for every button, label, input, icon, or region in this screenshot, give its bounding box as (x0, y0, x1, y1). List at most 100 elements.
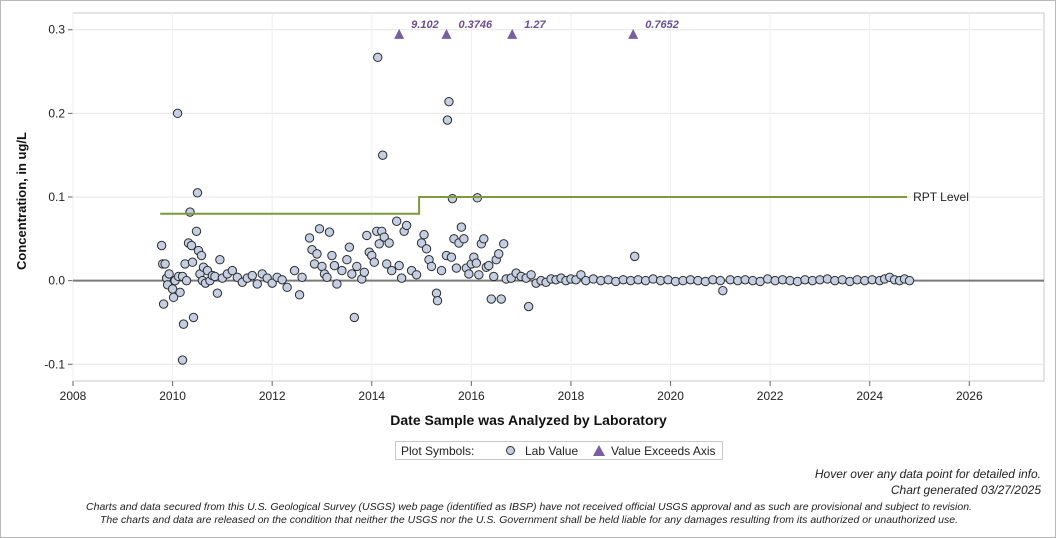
lab-value-point (640, 275, 651, 286)
lab-value-point (181, 275, 192, 286)
x-tick-label: 2010 (159, 389, 186, 403)
exceeds-axis-value-label: 0.3746 (458, 19, 493, 31)
lab-value-point (391, 216, 402, 226)
rpt-level-label: RPT Level (913, 190, 969, 204)
x-tick-label: 2018 (558, 389, 585, 403)
y-tick-label: 0.1 (48, 190, 65, 204)
exceeds-axis-triangle (441, 28, 452, 39)
y-tick-label: 0.0 (48, 274, 65, 288)
lab-value-point (479, 234, 489, 244)
legend-lab-value: Lab Value (525, 444, 579, 458)
lab-value-point (212, 288, 223, 298)
lab-value-point (837, 275, 848, 285)
legend-heading: Plot Symbols: (401, 444, 475, 458)
lab-value-point (172, 108, 183, 119)
exceeds-axis-triangle (394, 28, 405, 39)
lab-value-point (603, 275, 613, 285)
lab-value-point (294, 290, 305, 300)
lab-value-point (523, 301, 534, 312)
lab-value-point (474, 270, 484, 280)
lab-value-point (329, 260, 340, 271)
lab-value-point (499, 239, 509, 249)
lab-value-point (297, 272, 307, 282)
lab-value-point (314, 224, 325, 234)
x-tick-label: 2022 (757, 389, 784, 403)
lab-value-point (180, 259, 190, 269)
y-tick-label: 0.2 (48, 106, 65, 120)
lab-value-point (416, 238, 427, 248)
lab-value-point (185, 207, 195, 217)
lab-value-point (304, 233, 315, 243)
lab-value-point (247, 270, 257, 281)
lab-value-point (344, 242, 355, 252)
lab-value-point (324, 227, 335, 237)
lab-value-point (252, 279, 262, 289)
x-tick-label: 2020 (657, 389, 684, 403)
plot-symbols-legend: Plot Symbols: Lab Value Value Exceeds Ax… (395, 441, 723, 460)
lab-value-point (396, 273, 407, 283)
exceeds-axis-value-label: 9.102 (411, 19, 439, 31)
exceeds-axis-value-label: 0.7652 (645, 19, 679, 31)
lab-value-point (386, 265, 397, 276)
lab-value-point (494, 249, 504, 259)
lab-value-point (322, 272, 332, 282)
x-tick-label: 2008 (60, 389, 87, 403)
lab-value-point (277, 275, 287, 285)
lab-value-point (629, 251, 640, 262)
lab-value-point (419, 229, 429, 240)
lab-value-point (489, 271, 499, 282)
lab-value-point (379, 232, 389, 242)
lab-value-point (267, 278, 277, 288)
lab-value-point (164, 269, 174, 279)
lab-value-point (394, 260, 404, 271)
lab-value-point (196, 250, 207, 261)
lab-value-point (421, 244, 432, 254)
lab-value-point (289, 265, 300, 276)
lab-value-point (349, 312, 360, 323)
lab-value-point (178, 319, 189, 329)
lab-value-point (378, 150, 388, 160)
rpt-level-line (160, 196, 908, 215)
lab-value-point (588, 274, 599, 284)
lab-value-point (486, 294, 496, 304)
lab-value-point (484, 260, 494, 271)
lab-value-point (611, 276, 621, 287)
lab-value-point (464, 269, 474, 279)
lab-value-point (369, 257, 379, 267)
lab-value-point (526, 270, 536, 280)
lab-value-point (444, 96, 454, 107)
lab-value-point (581, 275, 591, 286)
lab-value-point (158, 299, 169, 309)
lab-value-point (845, 276, 855, 287)
x-axis-label: Date Sample was Analyzed by Laboratory (390, 412, 667, 428)
x-tick-label: 2024 (856, 389, 883, 403)
lab-value-point (374, 239, 384, 249)
lab-value-point (700, 276, 711, 287)
lab-value-point (192, 188, 203, 198)
lab-value-point (168, 292, 179, 303)
lab-value-point (822, 274, 833, 284)
lab-value-point (496, 294, 506, 304)
lab-value-point (382, 259, 392, 269)
y-tick-label: 0.3 (48, 23, 65, 37)
lab-value-point (447, 193, 458, 204)
lab-value-point (436, 265, 447, 276)
x-tick-label: 2026 (956, 389, 983, 403)
x-tick-label: 2012 (259, 389, 286, 403)
lab-value-point (362, 230, 372, 241)
lab-value-point (156, 240, 167, 251)
lab-value-point (177, 355, 188, 365)
exceeds-axis-value-label: 1.27 (524, 19, 546, 31)
lab-value-point (187, 257, 198, 267)
lab-value-point (160, 259, 170, 269)
lab-value-point (459, 234, 469, 244)
lab-value-point (191, 226, 202, 236)
lab-value-point (411, 270, 422, 280)
lab-value-point (282, 282, 292, 293)
lab-value-point (210, 271, 220, 282)
lab-value-point (337, 265, 347, 276)
legend-value-exceeds-axis: Value Exceeds Axis (611, 444, 716, 458)
lab-value-point (175, 287, 185, 298)
